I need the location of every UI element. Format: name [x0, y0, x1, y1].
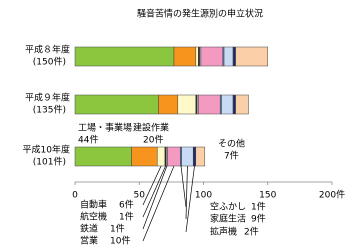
leader-line — [142, 165, 168, 230]
x-tick-label: 150 — [259, 191, 276, 201]
bar-segment — [223, 46, 234, 67]
callout-name: 建設作業 — [133, 122, 169, 134]
bar-segment — [74, 146, 132, 167]
callout-name: 自動車 — [80, 199, 107, 211]
leader-line — [142, 165, 166, 218]
callout-name: 営業 — [80, 235, 98, 247]
callout-name: その他 — [218, 138, 245, 150]
bar-segment — [195, 146, 206, 167]
callout-value: 7件 — [224, 150, 239, 162]
callout-name: 拡声機 — [210, 226, 237, 238]
bar-segment — [200, 46, 224, 67]
x-tick-label: 100 — [195, 191, 212, 201]
category-label: 平成10年度 — [23, 144, 70, 156]
bar-segment — [177, 94, 197, 115]
x-tick-label: 0 — [72, 191, 78, 201]
bar-segment — [232, 94, 236, 115]
leader-line — [142, 165, 175, 242]
callout-name: 空ふかし — [210, 201, 246, 213]
bar-segment — [131, 146, 158, 167]
callout-value: 9件 — [251, 213, 266, 225]
bar-segment — [192, 146, 197, 167]
category-sublabel: (135件) — [33, 104, 66, 116]
callout-name: 工場・事業場 — [78, 122, 132, 134]
bar-segment — [235, 94, 249, 115]
bar-segment — [235, 46, 268, 67]
category-sublabel: (101件) — [33, 156, 66, 168]
leader-line — [180, 165, 187, 208]
bar-segment — [221, 94, 234, 115]
leader-line — [185, 165, 195, 233]
callout-value: 1件 — [251, 201, 266, 213]
callout-name: 鉄道 — [80, 223, 98, 235]
bar-segment — [74, 46, 175, 67]
category-label: 平成８年度 — [25, 44, 70, 56]
callout-value: 1件 — [110, 223, 125, 235]
chart-title: 騒音苦情の発生源別の申立状況 — [137, 8, 263, 20]
callout-name: 家庭生活 — [210, 213, 246, 225]
callout-name: 航空機 — [80, 211, 107, 223]
callout-value: 6件 — [119, 199, 134, 211]
category-sublabel: (150件) — [33, 56, 66, 68]
callout-value: 2件 — [244, 226, 259, 238]
bar-segment — [167, 146, 181, 167]
callout-value: 20件 — [143, 134, 163, 146]
bar-segment — [158, 94, 179, 115]
bar-segment — [74, 94, 159, 115]
bar-segment — [198, 94, 221, 115]
callout-value: 1件 — [119, 211, 134, 223]
leader-line — [185, 165, 188, 220]
bar-segment — [195, 46, 199, 67]
x-tick-label: 200件 — [319, 189, 345, 201]
bar-segment — [173, 46, 197, 67]
callout-value: 10件 — [110, 235, 130, 247]
bar-segment — [232, 46, 236, 67]
bar-segment — [156, 146, 166, 167]
category-label: 平成９年度 — [25, 92, 70, 104]
bar-segment — [181, 146, 194, 167]
leader-line — [142, 165, 162, 206]
callout-value: 44件 — [78, 134, 98, 146]
x-tick-label: 50 — [134, 191, 146, 201]
